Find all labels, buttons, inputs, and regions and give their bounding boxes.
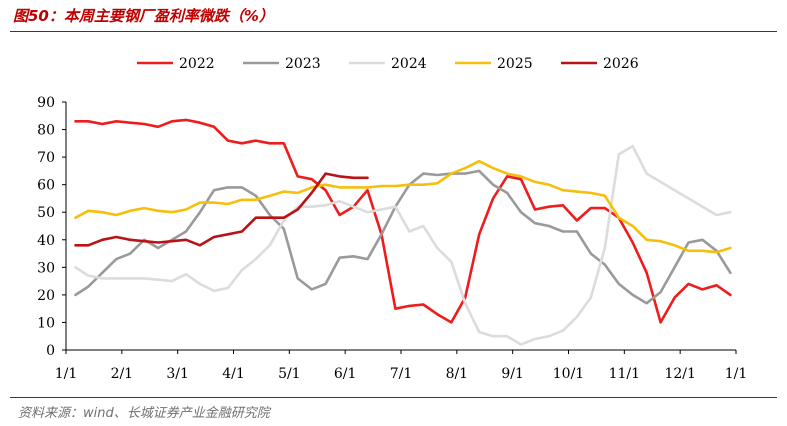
y-tick-label: 70: [37, 150, 55, 166]
x-tick-label: 7/1: [390, 366, 413, 382]
series-line-2025: [74, 159, 732, 254]
y-tick-label: 20: [37, 288, 55, 304]
x-tick-label: 3/1: [166, 366, 189, 382]
x-tick-label: 5/1: [278, 366, 301, 382]
chart-title: 图50：本周主要钢厂盈利率微跌（%）: [13, 7, 274, 25]
x-tick-label: 12/1: [664, 366, 695, 382]
chart-axes: 0 10 20 30 40 50 60 70 80 90 1/1 2/1 3/1 4/1 5/1 6/1 7/1…: [37, 95, 747, 382]
x-tick-label: 2/1: [111, 366, 134, 382]
chart-legend: 2022 2023 2024 2025 2026: [137, 56, 639, 72]
y-tick-label: 40: [37, 233, 55, 249]
series-line-2026: [74, 172, 369, 247]
y-tick-label: 80: [37, 123, 55, 139]
x-tick-label: 1/1: [55, 366, 78, 382]
x-tick-label: 4/1: [222, 366, 245, 382]
x-tick-label: 1/1: [725, 366, 748, 382]
y-tick-label: 0: [46, 343, 55, 359]
series-line-2022: [74, 118, 732, 324]
x-tick-label: 11/1: [609, 366, 640, 382]
x-tick-label: 6/1: [334, 366, 357, 382]
y-tick-label: 10: [37, 315, 55, 331]
x-tick-label: 10/1: [553, 366, 584, 382]
legend-label-2026: 2026: [603, 56, 639, 72]
series-line-2024: [74, 144, 732, 346]
footer-rule: [10, 397, 777, 398]
title-rule: [10, 31, 777, 32]
y-tick-label: 30: [37, 260, 55, 276]
legend-label-2023: 2023: [285, 56, 321, 72]
source-note: 资料来源：wind、长城证券产业金融研究院: [18, 406, 270, 421]
x-tick-label: 9/1: [501, 366, 524, 382]
legend-label-2022: 2022: [179, 56, 215, 72]
x-tick-label: 8/1: [446, 366, 469, 382]
legend-label-2024: 2024: [391, 56, 427, 72]
y-tick-label: 90: [37, 95, 55, 111]
y-tick-label: 60: [37, 178, 55, 194]
legend-label-2025: 2025: [497, 56, 533, 72]
chart-series: [74, 118, 732, 346]
y-tick-label: 50: [37, 205, 55, 221]
series-line-2023: [74, 169, 732, 305]
